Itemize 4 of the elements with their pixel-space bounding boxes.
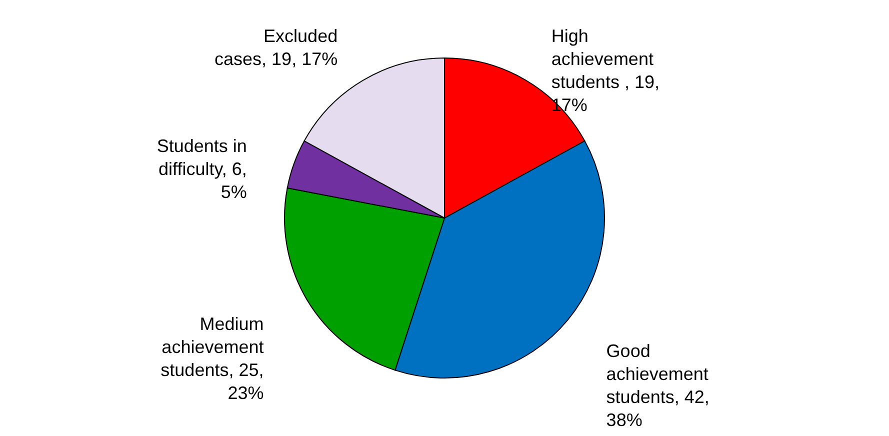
slice-label: Medium achievement students, 25, 23% bbox=[160, 314, 264, 403]
slice-label: Good achievement students, 42, 38% bbox=[606, 340, 710, 430]
slice-label: Students in difficulty, 6, 5% bbox=[156, 136, 247, 202]
slice-label: Excluded cases, 19, 17% bbox=[214, 26, 338, 70]
